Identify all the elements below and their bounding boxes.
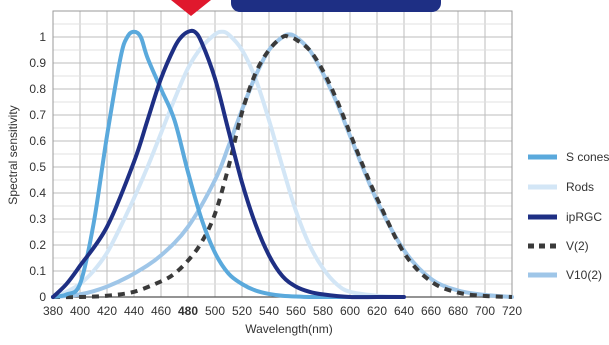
x-tick-label: 680 — [448, 304, 468, 318]
x-tick-label: 440 — [124, 304, 144, 318]
x-tick-label: 580 — [313, 304, 333, 318]
x-tick-label: 420 — [97, 304, 117, 318]
y-tick-label: 0.1 — [29, 264, 46, 278]
y-tick-label: 0.3 — [29, 212, 46, 226]
x-tick-label: 640 — [394, 304, 414, 318]
x-tick-label: 600 — [340, 304, 360, 318]
series-line-s-cones — [51, 29, 379, 300]
y-tick-label: 1 — [39, 30, 46, 44]
y-tick-label: 0.7 — [29, 108, 46, 122]
legend-label-v10-2: V10(2) — [566, 268, 602, 282]
y-tick-label: 0 — [39, 290, 46, 304]
x-tick-label: 380 — [43, 304, 63, 318]
x-tick-label: 500 — [205, 304, 225, 318]
header-banner — [231, 0, 441, 12]
series-line-iprgc — [51, 28, 406, 300]
series-line-rods — [51, 29, 406, 299]
y-axis-label: Spectral sensitivity — [6, 105, 20, 204]
x-axis-label: Wavelength(nm) — [245, 322, 333, 336]
y-tick-label: 0.4 — [29, 186, 46, 200]
legend: S cones Rods ipRGC V(2) V10(2) — [528, 150, 609, 282]
legend-label-s-cones: S cones — [566, 150, 609, 164]
y-tick-label: 0.2 — [29, 238, 46, 252]
header-decorations — [171, 0, 441, 16]
y-tick-label: 0.9 — [29, 56, 46, 70]
x-tick-label: 720 — [502, 304, 522, 318]
x-tick-label: 620 — [367, 304, 387, 318]
x-tick-label: 660 — [421, 304, 441, 318]
x-tick-label: 400 — [70, 304, 90, 318]
x-tick-label: 480 — [178, 304, 198, 318]
series-lines — [51, 28, 514, 300]
legend-label-rods: Rods — [566, 180, 594, 194]
x-tick-label: 560 — [286, 304, 306, 318]
y-tick-label: 0.6 — [29, 134, 46, 148]
x-tick-label: 700 — [475, 304, 495, 318]
y-tick-label: 0.5 — [29, 160, 46, 174]
x-tick-label: 540 — [259, 304, 279, 318]
legend-label-iprgc: ipRGC — [566, 210, 602, 224]
x-tick-label: 520 — [232, 304, 252, 318]
legend-label-v-2: V(2) — [566, 239, 589, 253]
x-tick-label: 460 — [151, 304, 171, 318]
y-tick-label: 0.8 — [29, 82, 46, 96]
wavelength-marker-icon — [171, 0, 211, 16]
series-line-v-2 — [52, 33, 513, 300]
